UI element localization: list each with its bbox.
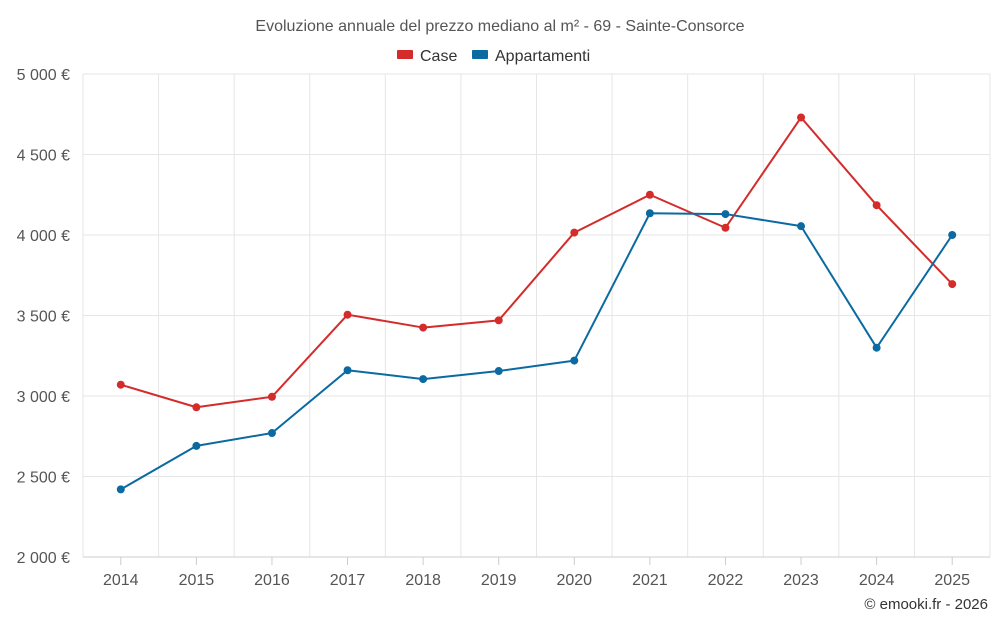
- legend-item-case[interactable]: Case: [397, 48, 457, 65]
- series-appartamenti: [116, 209, 957, 494]
- data-point[interactable]: [267, 392, 276, 401]
- data-point[interactable]: [494, 316, 503, 325]
- x-tick-label: 2019: [481, 572, 517, 589]
- credit-text: © emooki.fr - 2026: [864, 596, 988, 613]
- data-point[interactable]: [872, 343, 881, 352]
- data-point[interactable]: [192, 403, 201, 412]
- series-layer: [116, 113, 957, 494]
- grid: [82, 73, 991, 557]
- data-point[interactable]: [570, 356, 579, 365]
- data-point[interactable]: [116, 485, 125, 494]
- data-point[interactable]: [948, 231, 957, 239]
- x-tick-label: 2015: [179, 572, 215, 589]
- x-tick-label: 2016: [254, 572, 290, 589]
- data-point[interactable]: [797, 113, 806, 122]
- data-point[interactable]: [721, 210, 730, 219]
- legend-label: Case: [420, 48, 457, 65]
- data-point[interactable]: [116, 380, 125, 389]
- chart-legend: Case Appartamenti: [397, 48, 590, 65]
- y-tick-label: 2 000 €: [17, 550, 70, 567]
- y-tick-label: 4 500 €: [17, 148, 70, 165]
- data-point[interactable]: [343, 310, 352, 319]
- data-point[interactable]: [494, 367, 503, 376]
- legend-swatch: [472, 50, 488, 59]
- data-point[interactable]: [267, 429, 276, 438]
- data-point[interactable]: [570, 228, 579, 237]
- x-tick-label: 2020: [556, 572, 592, 589]
- x-tick-label: 2018: [405, 572, 441, 589]
- data-point[interactable]: [872, 201, 881, 210]
- y-tick-label: 4 000 €: [17, 228, 70, 245]
- legend-item-appartamenti[interactable]: Appartamenti: [472, 48, 590, 65]
- x-tick-label: 2025: [934, 572, 970, 589]
- y-tick-label: 2 500 €: [17, 470, 70, 487]
- data-point[interactable]: [419, 375, 428, 384]
- series-case: [116, 113, 957, 412]
- chart-title: Evoluzione annuale del prezzo mediano al…: [255, 18, 744, 35]
- y-tick-label: 3 500 €: [17, 309, 70, 326]
- data-point[interactable]: [948, 280, 957, 289]
- x-tick-label: 2024: [859, 572, 895, 589]
- series-line: [120, 212, 954, 491]
- data-point[interactable]: [721, 223, 730, 232]
- data-point[interactable]: [419, 323, 428, 332]
- axes: 2 000 € 2 500 € 3 000 € 3 500 € 4 000 € 4 500…: [17, 67, 990, 589]
- y-tick-label: 3 000 €: [17, 389, 70, 406]
- data-point[interactable]: [645, 190, 654, 199]
- data-point[interactable]: [645, 209, 654, 218]
- x-tick-label: 2021: [632, 572, 668, 589]
- x-tick-label: 2022: [708, 572, 744, 589]
- y-tick-label: 5 000 €: [17, 67, 70, 84]
- series-line: [120, 116, 953, 409]
- data-point[interactable]: [343, 366, 352, 375]
- data-point[interactable]: [797, 222, 806, 231]
- x-tick-label: 2014: [103, 572, 139, 589]
- data-point[interactable]: [192, 441, 201, 450]
- x-tick-label: 2023: [783, 572, 819, 589]
- legend-label: Appartamenti: [495, 48, 590, 65]
- x-tick-label: 2017: [330, 572, 366, 589]
- legend-swatch: [397, 50, 413, 59]
